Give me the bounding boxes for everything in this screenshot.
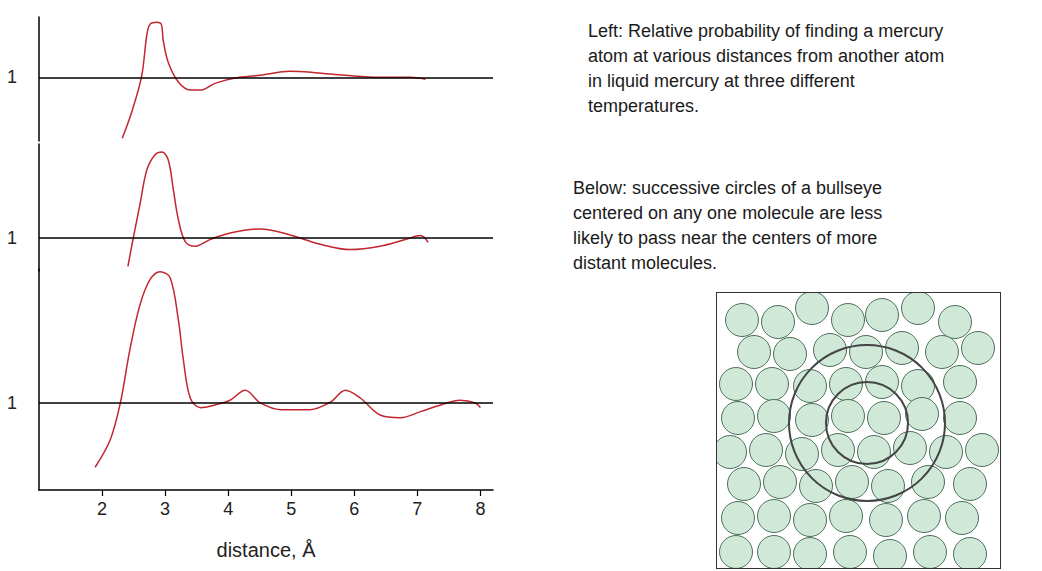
- html-text:in liquid mercury at three dif: in liquid mercury at three different: [588, 71, 855, 91]
- svg-text:2: 2: [97, 499, 107, 519]
- html-text:distant molecules.: distant molecules.: [573, 253, 718, 273]
- svg-text:5: 5: [286, 499, 296, 519]
- html-text:centered on any one molecule a: centered on any one molecule are less: [573, 203, 883, 223]
- svg-text:6: 6: [349, 499, 359, 519]
- svg-text:3: 3: [160, 499, 170, 519]
- svg-text:distance, Å: distance, Å: [217, 539, 317, 561]
- html-text:Left: Relative probability of: Left: Relative probability of finding a …: [588, 21, 944, 41]
- svg-text:1: 1: [7, 393, 17, 413]
- svg-text:1: 1: [7, 67, 17, 87]
- svg-text:7: 7: [412, 499, 422, 519]
- html-text:atom at various distances from: atom at various distances from another a…: [588, 46, 945, 66]
- html-text:likely to pass near the center: likely to pass near the centers of more: [573, 228, 878, 248]
- html-text:temperatures.: temperatures.: [588, 96, 700, 116]
- svg-text:8: 8: [475, 499, 485, 519]
- svg-text:1: 1: [7, 228, 17, 248]
- html-text:Below: successive circles of a: Below: successive circles of a bullseye: [573, 178, 883, 198]
- svg-text:4: 4: [223, 499, 233, 519]
